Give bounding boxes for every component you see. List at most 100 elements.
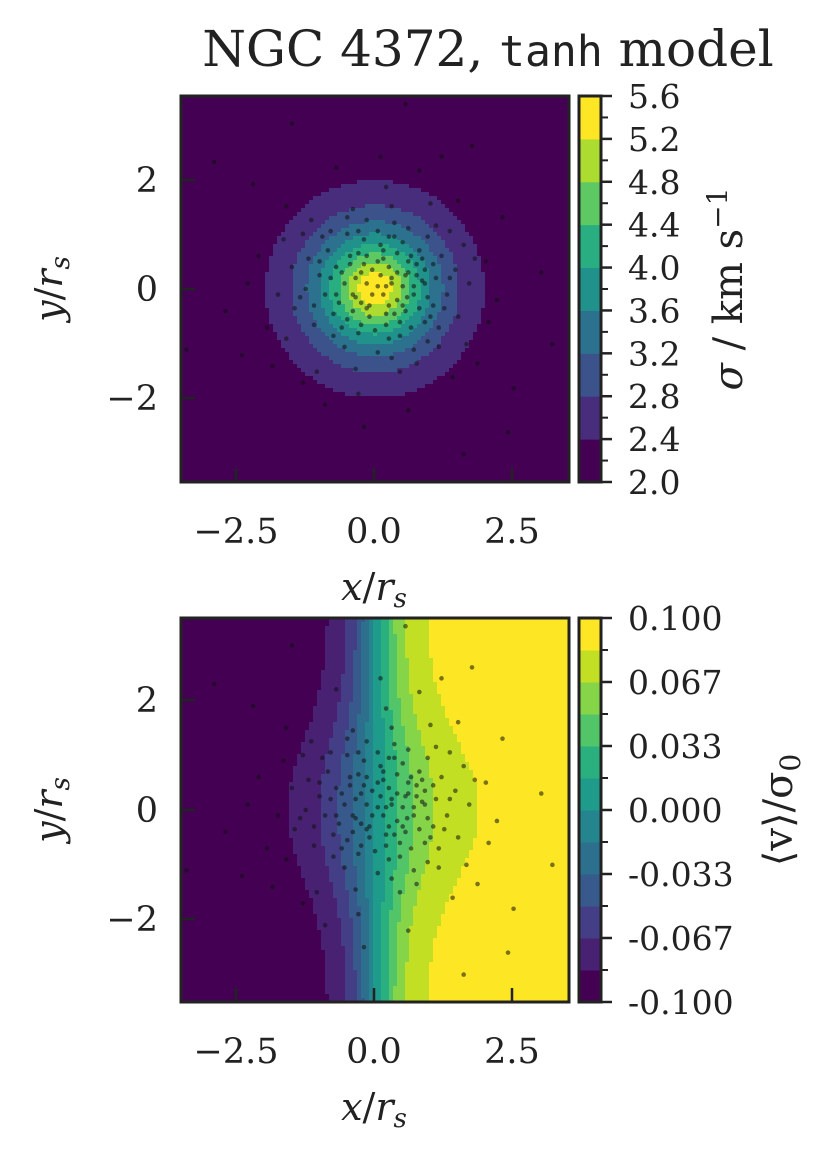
contour-cell [349, 456, 354, 461]
contour-cell [293, 272, 298, 277]
contour-cell [317, 152, 322, 157]
contour-cell [337, 132, 342, 137]
contour-cell [325, 308, 330, 313]
contour-cell [253, 372, 258, 377]
contour-cell [313, 248, 318, 253]
contour-cell [201, 348, 206, 353]
contour-cell [273, 364, 278, 369]
contour-cell [257, 220, 262, 225]
contour-cell [381, 196, 386, 201]
contour-cell [213, 320, 218, 325]
contour-cell [265, 172, 270, 177]
contour-cell [325, 460, 330, 465]
contour-cell [201, 220, 206, 225]
contour-cell [321, 144, 326, 149]
contour-cell [309, 168, 314, 173]
contour-cell [281, 376, 286, 381]
contour-cell [337, 276, 342, 281]
contour-cell [341, 420, 346, 425]
contour-cell [185, 252, 190, 257]
contour-cell [205, 324, 210, 329]
contour-cell [329, 272, 334, 277]
contour-cell [305, 180, 310, 185]
contour-cell [321, 252, 326, 257]
contour-cell [189, 156, 194, 161]
contour-cell [349, 472, 354, 477]
contour-cell [381, 396, 386, 401]
contour-cell [193, 248, 198, 253]
contour-cell [321, 244, 326, 249]
contour-cell [221, 452, 226, 457]
contour-cell [213, 120, 218, 125]
contour-cell [309, 456, 314, 461]
contour-cell [201, 300, 206, 305]
contour-cell [293, 436, 298, 441]
contour-cell [277, 208, 282, 213]
contour-cell [349, 420, 354, 425]
contour-cell [233, 336, 238, 341]
contour-cell [217, 380, 222, 385]
contour-cell [277, 476, 282, 481]
contour-cell [245, 408, 250, 413]
contour-cell [361, 180, 366, 185]
contour-cell [281, 380, 286, 385]
contour-cell [277, 232, 282, 237]
contour-cell [237, 132, 242, 137]
contour-cell [317, 456, 322, 461]
contour-cell [385, 180, 390, 185]
contour-cell [337, 164, 342, 169]
contour-cell [381, 236, 386, 241]
contour-cell [265, 232, 270, 237]
contour-cell [361, 224, 366, 229]
contour-cell [277, 472, 282, 477]
contour-cell [357, 184, 362, 189]
contour-cell [349, 112, 354, 117]
contour-cell [217, 432, 222, 437]
contour-cell [181, 128, 186, 133]
contour-cell [217, 128, 222, 133]
contour-cell [273, 296, 278, 301]
contour-cell [345, 304, 350, 309]
contour-cell [341, 216, 346, 221]
contour-cell [285, 312, 290, 317]
contour-cell [289, 224, 294, 229]
contour-cell [273, 96, 278, 101]
contour-cell [349, 300, 354, 305]
contour-cell [225, 344, 230, 349]
contour-cell [281, 340, 286, 345]
contour-cell [321, 444, 326, 449]
contour-cell [293, 460, 298, 465]
contour-cell [197, 340, 202, 345]
contour-cell [253, 176, 258, 181]
contour-cell [269, 180, 274, 185]
contour-cell [381, 280, 386, 285]
contour-cell [221, 396, 226, 401]
contour-cell [341, 100, 346, 105]
contour-cell [313, 124, 318, 129]
contour-cell [305, 336, 310, 341]
contour-cell [209, 124, 214, 129]
contour-cell [349, 376, 354, 381]
contour-cell [345, 384, 350, 389]
contour-cell [233, 284, 238, 289]
contour-cell [281, 204, 286, 209]
contour-cell [289, 228, 294, 233]
contour-cell [197, 456, 202, 461]
contour-cell [325, 408, 330, 413]
contour-cell [205, 452, 210, 457]
contour-cell [285, 112, 290, 117]
contour-cell [273, 292, 278, 297]
contour-cell [265, 468, 270, 473]
contour-cell [265, 432, 270, 437]
contour-cell [365, 124, 370, 129]
contour-cell [197, 292, 202, 297]
contour-cell [281, 468, 286, 473]
contour-cell [321, 220, 326, 225]
contour-cell [321, 120, 326, 125]
contour-cell [317, 200, 322, 205]
contour-cell [361, 104, 366, 109]
contour-cell [257, 216, 262, 221]
contour-cell [221, 404, 226, 409]
contour-cell [261, 300, 266, 305]
contour-cell [373, 280, 378, 285]
